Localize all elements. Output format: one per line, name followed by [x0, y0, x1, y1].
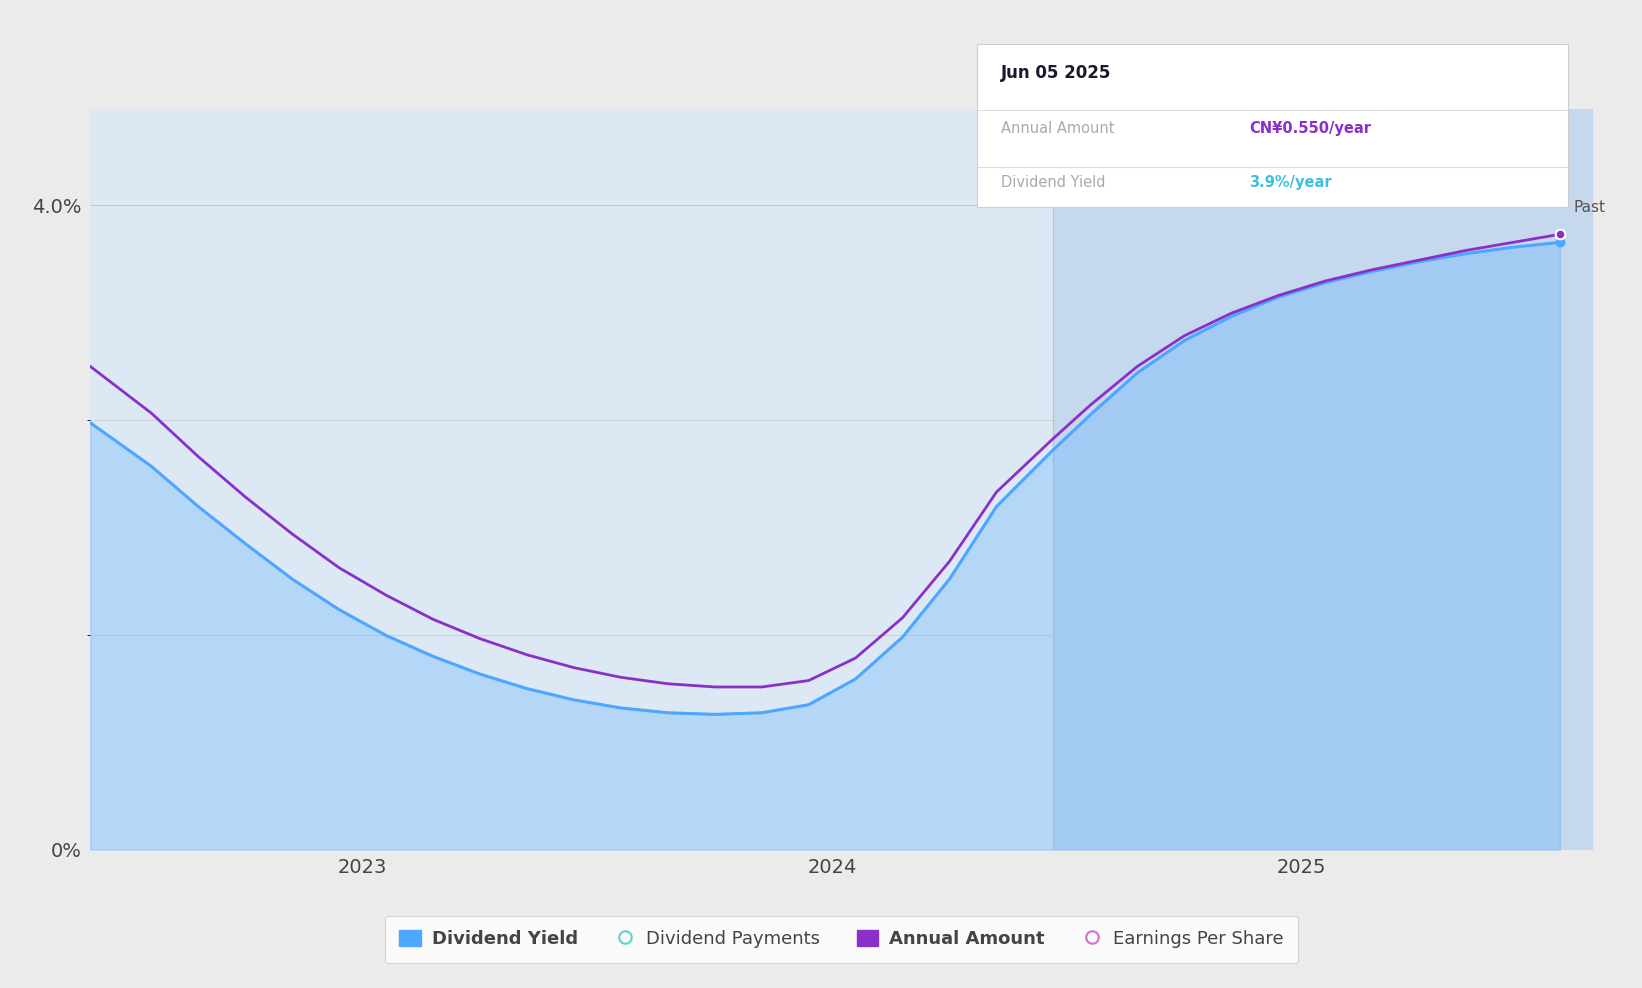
Legend: Dividend Yield, Dividend Payments, Annual Amount, Earnings Per Share: Dividend Yield, Dividend Payments, Annua… [384, 916, 1299, 963]
Text: CN¥0.550/year: CN¥0.550/year [1250, 122, 1371, 136]
Text: Dividend Yield: Dividend Yield [1000, 175, 1105, 190]
Text: Past: Past [1575, 200, 1606, 215]
Text: Jun 05 2025: Jun 05 2025 [1000, 64, 1112, 82]
Bar [1053, 109, 1642, 850]
Text: Annual Amount: Annual Amount [1000, 122, 1115, 136]
Text: 3.9%/year: 3.9%/year [1250, 175, 1332, 190]
